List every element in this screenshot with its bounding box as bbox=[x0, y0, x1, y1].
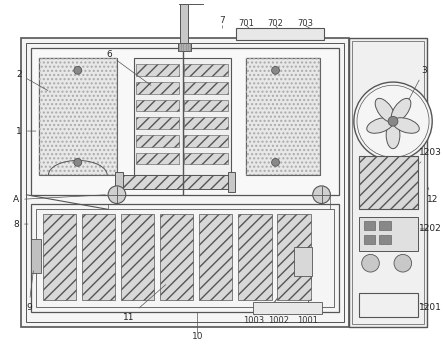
Bar bbox=[43, 214, 76, 301]
Text: 702: 702 bbox=[268, 19, 284, 28]
Bar bbox=[184, 153, 228, 164]
Bar bbox=[184, 64, 228, 76]
Text: 1002: 1002 bbox=[268, 315, 289, 324]
Bar bbox=[134, 58, 232, 175]
Bar bbox=[136, 64, 179, 76]
Circle shape bbox=[361, 255, 379, 272]
Bar bbox=[246, 58, 319, 175]
Bar bbox=[160, 214, 193, 301]
Bar bbox=[115, 172, 123, 192]
Bar bbox=[199, 214, 233, 301]
Ellipse shape bbox=[393, 118, 419, 133]
Bar bbox=[21, 38, 349, 327]
Bar bbox=[184, 117, 228, 129]
Bar bbox=[26, 43, 344, 322]
Text: 703: 703 bbox=[297, 19, 313, 28]
Circle shape bbox=[74, 67, 82, 74]
Bar bbox=[253, 302, 322, 314]
Bar bbox=[237, 28, 324, 40]
Bar bbox=[379, 235, 391, 244]
Text: 1203: 1203 bbox=[419, 148, 442, 163]
Bar bbox=[136, 135, 179, 147]
Bar bbox=[31, 204, 339, 312]
Bar bbox=[31, 239, 41, 273]
Ellipse shape bbox=[386, 121, 400, 149]
Text: 2: 2 bbox=[16, 70, 48, 90]
Text: 1202: 1202 bbox=[419, 224, 442, 233]
Bar bbox=[359, 156, 417, 210]
Bar bbox=[364, 221, 375, 230]
Text: 9: 9 bbox=[26, 271, 33, 312]
Text: 10: 10 bbox=[191, 332, 203, 341]
Bar bbox=[31, 48, 339, 195]
Text: 1001: 1001 bbox=[297, 315, 319, 324]
Bar bbox=[349, 38, 427, 327]
Bar bbox=[136, 82, 179, 94]
Circle shape bbox=[272, 158, 280, 166]
Text: 11: 11 bbox=[123, 285, 166, 321]
Ellipse shape bbox=[391, 98, 411, 122]
Bar bbox=[379, 221, 391, 230]
Bar bbox=[136, 153, 179, 164]
Bar bbox=[352, 41, 424, 324]
Circle shape bbox=[272, 67, 280, 74]
Circle shape bbox=[74, 158, 82, 166]
Text: 3: 3 bbox=[409, 66, 427, 99]
Bar bbox=[294, 247, 312, 276]
Bar bbox=[39, 58, 117, 175]
Bar bbox=[246, 58, 319, 175]
Bar bbox=[359, 293, 417, 317]
Text: 1: 1 bbox=[16, 127, 36, 136]
Bar bbox=[178, 43, 191, 51]
Bar bbox=[184, 82, 228, 94]
Circle shape bbox=[388, 116, 398, 126]
Bar bbox=[179, 0, 203, 4]
Bar bbox=[238, 214, 272, 301]
Circle shape bbox=[108, 186, 126, 203]
Bar bbox=[184, 100, 228, 112]
Text: 8: 8 bbox=[13, 220, 28, 229]
Ellipse shape bbox=[375, 98, 395, 122]
Bar bbox=[119, 175, 232, 189]
Bar bbox=[381, 183, 405, 201]
Bar bbox=[359, 217, 417, 252]
Bar bbox=[277, 214, 311, 301]
Text: A: A bbox=[13, 195, 105, 204]
Text: 1201: 1201 bbox=[419, 303, 442, 312]
Bar bbox=[179, 4, 188, 49]
Bar bbox=[39, 58, 117, 175]
Bar bbox=[136, 100, 179, 112]
Bar bbox=[121, 214, 154, 301]
Text: 7: 7 bbox=[219, 16, 225, 25]
Ellipse shape bbox=[367, 118, 393, 133]
Bar bbox=[35, 210, 334, 307]
Circle shape bbox=[313, 186, 330, 203]
Bar bbox=[364, 235, 375, 244]
Bar bbox=[82, 214, 115, 301]
Circle shape bbox=[354, 82, 432, 161]
Text: 701: 701 bbox=[238, 19, 254, 28]
Bar bbox=[184, 135, 228, 147]
Bar bbox=[136, 117, 179, 129]
Text: 6: 6 bbox=[106, 50, 151, 85]
Bar bbox=[228, 172, 235, 192]
Circle shape bbox=[394, 255, 412, 272]
Text: 12: 12 bbox=[427, 188, 438, 204]
Text: 1003: 1003 bbox=[244, 315, 264, 324]
